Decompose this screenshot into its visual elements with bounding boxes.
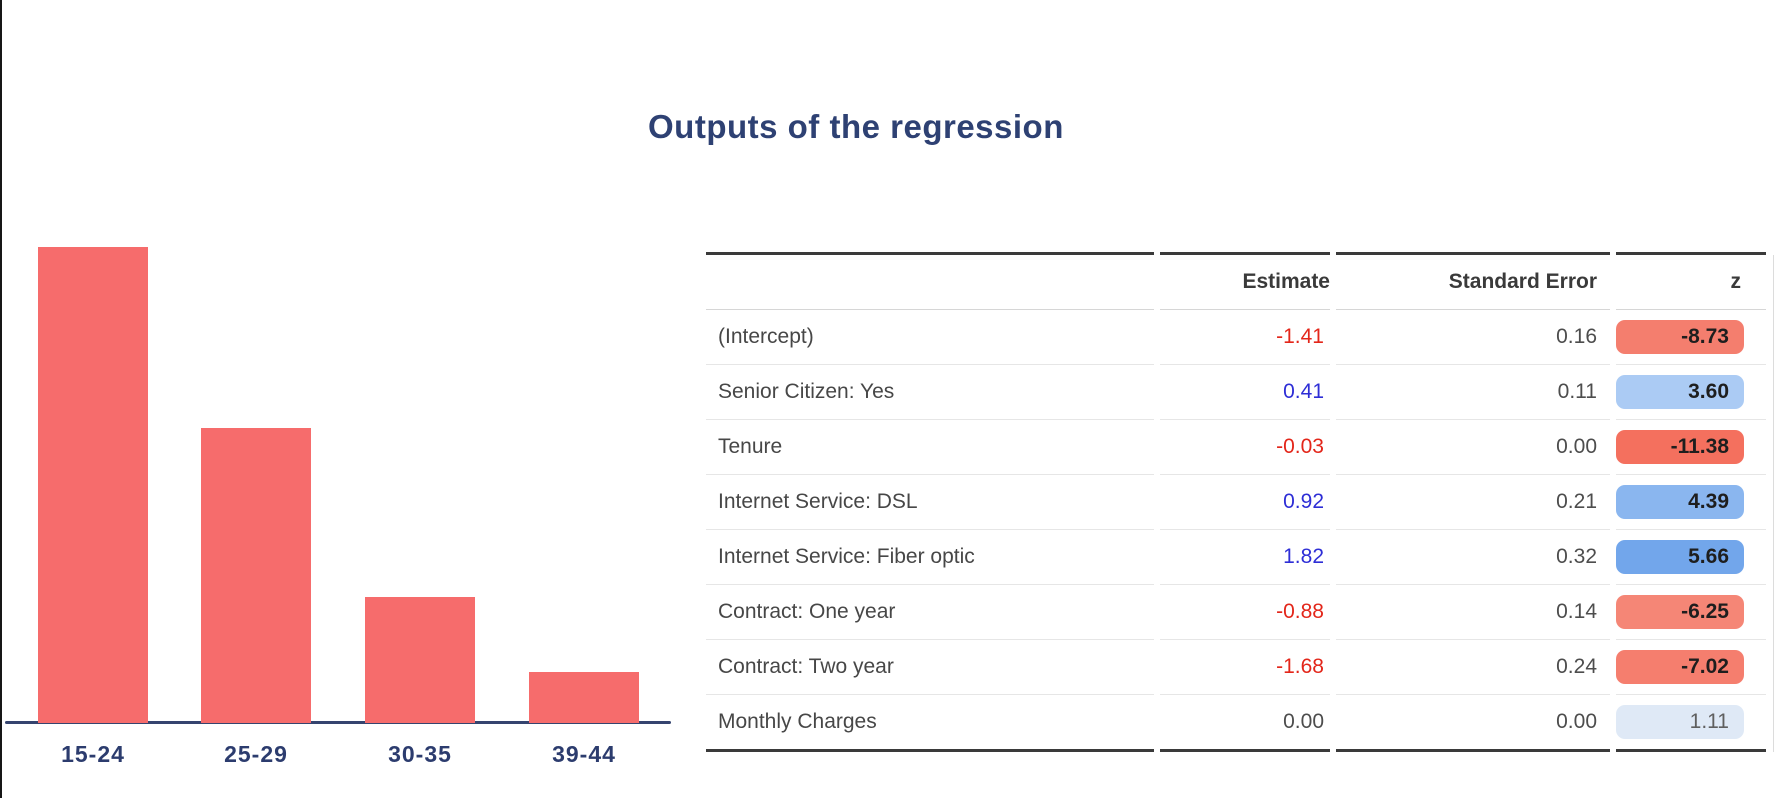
- bar-label: 39-44: [552, 741, 616, 767]
- page-title: Outputs of the regression: [648, 108, 1064, 145]
- x-axis-line: [5, 721, 671, 724]
- standard-error-value: 0.11: [1336, 365, 1610, 420]
- header-z: z: [1616, 252, 1766, 310]
- table-row: Senior Citizen: Yes 0.41 0.11 3.60: [706, 365, 1766, 420]
- table-row: Internet Service: Fiber optic 1.82 0.32 …: [706, 530, 1766, 585]
- estimate-value: -0.88: [1160, 585, 1330, 640]
- z-score-pill: -6.25: [1616, 595, 1744, 629]
- left-border-line: [0, 0, 2, 798]
- bar-label: 30-35: [388, 741, 452, 767]
- table-row: (Intercept) -1.41 0.16 -8.73: [706, 310, 1766, 365]
- bar-39-44: [529, 672, 639, 723]
- z-score-pill: 1.11: [1616, 705, 1744, 739]
- standard-error-value: 0.16: [1336, 310, 1610, 365]
- estimate-value: 0.41: [1160, 365, 1330, 420]
- row-variable-label: Monthly Charges: [706, 695, 1154, 752]
- estimate-value: 1.82: [1160, 530, 1330, 585]
- z-score-pill: -11.38: [1616, 430, 1744, 464]
- bar-15-24: [38, 247, 148, 723]
- regression-table-header: Estimate Standard Error z: [706, 252, 1766, 310]
- estimate-value: -1.41: [1160, 310, 1330, 365]
- bar-25-29: [201, 428, 311, 723]
- row-variable-label: Contract: Two year: [706, 640, 1154, 695]
- row-variable-label: Internet Service: Fiber optic: [706, 530, 1154, 585]
- table-row: Tenure -0.03 0.00 -11.38: [706, 420, 1766, 475]
- standard-error-value: 0.14: [1336, 585, 1610, 640]
- table-row: Internet Service: DSL 0.92 0.21 4.39: [706, 475, 1766, 530]
- header-standard-error: Standard Error: [1336, 252, 1610, 310]
- row-variable-label: Contract: One year: [706, 585, 1154, 640]
- bar-chart: 15-24 25-29 30-35 39-44: [0, 0, 690, 808]
- header-variable: [706, 252, 1154, 310]
- z-score-pill: 5.66: [1616, 540, 1744, 574]
- row-variable-label: Internet Service: DSL: [706, 475, 1154, 530]
- row-variable-label: (Intercept): [706, 310, 1154, 365]
- standard-error-value: 0.21: [1336, 475, 1610, 530]
- bar-30-35: [365, 597, 475, 723]
- bar-label: 15-24: [61, 741, 125, 767]
- estimate-value: 0.92: [1160, 475, 1330, 530]
- z-score-pill: -7.02: [1616, 650, 1744, 684]
- standard-error-value: 0.24: [1336, 640, 1610, 695]
- table-row: Contract: One year -0.88 0.14 -6.25: [706, 585, 1766, 640]
- header-estimate: Estimate: [1160, 252, 1330, 310]
- row-variable-label: Tenure: [706, 420, 1154, 475]
- row-variable-label: Senior Citizen: Yes: [706, 365, 1154, 420]
- estimate-value: 0.00: [1160, 695, 1330, 752]
- bar-label: 25-29: [224, 741, 288, 767]
- standard-error-value: 0.00: [1336, 420, 1610, 475]
- standard-error-value: 0.00: [1336, 695, 1610, 752]
- regression-table-body: (Intercept) -1.41 0.16 -8.73 Senior Citi…: [706, 310, 1766, 752]
- estimate-value: -0.03: [1160, 420, 1330, 475]
- z-score-pill: 4.39: [1616, 485, 1744, 519]
- regression-table: Estimate Standard Error z (Intercept) -1…: [700, 252, 1772, 752]
- table-row: Monthly Charges 0.00 0.00 1.11: [706, 695, 1766, 752]
- z-score-pill: 3.60: [1616, 375, 1744, 409]
- z-score-pill: -8.73: [1616, 320, 1744, 354]
- regression-table-container: Estimate Standard Error z (Intercept) -1…: [700, 252, 1774, 752]
- estimate-value: -1.68: [1160, 640, 1330, 695]
- standard-error-value: 0.32: [1336, 530, 1610, 585]
- table-row: Contract: Two year -1.68 0.24 -7.02: [706, 640, 1766, 695]
